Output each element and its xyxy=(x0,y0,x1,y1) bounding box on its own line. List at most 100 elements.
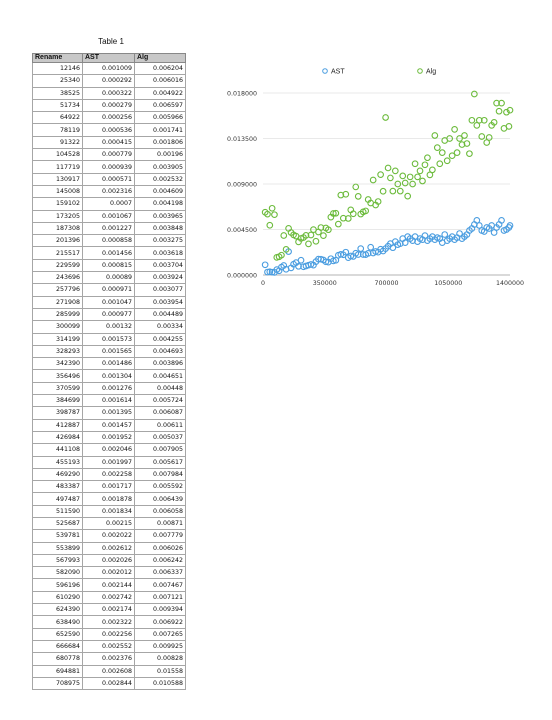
cell-rename[interactable]: 553899 xyxy=(32,541,83,555)
data-point-alg xyxy=(429,166,436,174)
data-point-alg xyxy=(305,240,312,248)
legend-label-ast: AST xyxy=(331,69,345,76)
cell-ast[interactable]: 0.002316 xyxy=(82,184,135,199)
table-row: 469290 0.002258 0.007984 xyxy=(32,467,186,482)
cell-alg[interactable]: 0.001806 xyxy=(134,135,186,150)
table-row: 25340 0.000292 0.006016 xyxy=(32,74,186,88)
cell-alg[interactable]: 0.007121 xyxy=(134,590,186,605)
cell-alg[interactable]: 0.002532 xyxy=(134,172,186,186)
cell-ast[interactable]: 0.002376 xyxy=(82,652,135,666)
cell-ast[interactable]: 0.000779 xyxy=(82,148,135,162)
data-point-alg xyxy=(471,90,478,98)
table-row: 12146 0.001009 0.006204 xyxy=(32,61,186,76)
cell-rename[interactable]: 638490 xyxy=(32,615,83,629)
cell-ast[interactable]: 0.00215 xyxy=(82,516,135,531)
data-point-alg xyxy=(438,149,446,157)
cell-alg[interactable]: 0.00828 xyxy=(134,652,186,666)
data-point-alg xyxy=(389,187,397,195)
cell-ast[interactable]: 0.000939 xyxy=(82,160,135,174)
cell-alg[interactable]: 0.003905 xyxy=(134,160,186,174)
cell-alg[interactable]: 0.006337 xyxy=(134,566,186,580)
data-point-alg xyxy=(495,107,503,115)
table-row: 694881 0.002608 0.01558 xyxy=(32,664,186,678)
data-point-ast xyxy=(401,239,409,246)
cell-alg[interactable]: 0.009394 xyxy=(134,603,186,617)
cell-rename[interactable]: 511590 xyxy=(32,504,83,518)
cell-rename[interactable]: 567993 xyxy=(32,553,83,568)
cell-alg[interactable]: 0.01558 xyxy=(134,664,186,678)
data-point-alg xyxy=(480,116,488,124)
data-point-ast xyxy=(441,231,449,238)
cell-ast[interactable]: 0.002026 xyxy=(82,553,135,568)
table-row: 91322 0.000415 0.001806 xyxy=(32,135,186,150)
cell-alg[interactable]: 0.006058 xyxy=(134,504,186,518)
cell-alg[interactable]: 0.006922 xyxy=(134,615,186,629)
cell-alg[interactable]: 0.006026 xyxy=(134,541,186,555)
table-row: 173205 0.001067 0.003965 xyxy=(32,209,186,223)
data-point-alg xyxy=(339,214,347,222)
data-point-alg xyxy=(448,152,456,160)
data-point-ast xyxy=(297,256,305,264)
cell-alg[interactable]: 0.004198 xyxy=(134,197,186,211)
table-row: 708975 0.002844 0.010588 xyxy=(32,676,186,691)
cell-ast[interactable]: 0.002322 xyxy=(82,615,135,629)
cell-ast[interactable]: 0.002012 xyxy=(82,566,135,580)
data-point-alg xyxy=(377,171,384,178)
cell-rename[interactable]: 596196 xyxy=(32,578,83,592)
cell-rename[interactable]: 145008 xyxy=(32,184,83,199)
table-row: 201396 0.000858 0.003275 xyxy=(32,234,186,248)
data-point-ast xyxy=(347,252,355,260)
data-point-alg xyxy=(404,192,412,200)
cell-alg[interactable]: 0.010588 xyxy=(134,676,186,691)
cell-rename[interactable]: 91322 xyxy=(32,135,83,150)
cell-rename[interactable]: 78119 xyxy=(32,123,83,137)
cell-alg[interactable]: 0.007779 xyxy=(134,529,186,543)
data-point-alg xyxy=(478,133,486,140)
cell-alg[interactable]: 0.006242 xyxy=(134,553,186,568)
table-row: 159102 0.0007 0.004198 xyxy=(32,197,186,211)
table-row: 680778 0.002376 0.00828 xyxy=(32,652,186,666)
data-point-alg xyxy=(369,176,377,184)
table-row: 38525 0.000322 0.004922 xyxy=(32,86,186,100)
cell-rename[interactable]: 173205 xyxy=(32,209,83,223)
cell-ast[interactable]: 0.002552 xyxy=(82,639,135,654)
cell-alg[interactable]: 0.004609 xyxy=(134,184,186,199)
x-tick-label: 1050000 xyxy=(434,280,462,287)
cell-ast[interactable]: 0.002174 xyxy=(82,603,135,617)
data-point-ast xyxy=(342,248,350,256)
cell-rename[interactable]: 610290 xyxy=(32,590,83,605)
cell-ast[interactable]: 0.001067 xyxy=(82,209,135,223)
cell-rename[interactable]: 680778 xyxy=(32,652,83,666)
data-point-alg xyxy=(354,192,362,200)
data-point-alg xyxy=(431,132,439,139)
table-row: 356496 0.001304 0.004651 xyxy=(32,369,186,383)
legend-marker-ast xyxy=(322,68,328,74)
cell-rename[interactable]: 652590 xyxy=(32,627,83,641)
cell-alg[interactable]: 0.007265 xyxy=(134,627,186,641)
y-tick-label: 0.018000 xyxy=(227,91,257,98)
data-point-alg xyxy=(349,210,357,218)
table-row: 567993 0.002026 0.006242 xyxy=(32,553,186,568)
cell-alg[interactable]: 0.003965 xyxy=(134,209,186,223)
data-point-alg xyxy=(416,167,424,175)
table-row: 314199 0.001573 0.004255 xyxy=(32,332,186,346)
table-row: 243696 0.00089 0.003924 xyxy=(32,271,186,285)
legend-marker-alg xyxy=(417,68,423,74)
cell-alg[interactable]: 0.00871 xyxy=(134,516,186,531)
data-point-alg xyxy=(463,140,471,147)
cell-ast[interactable]: 0.002608 xyxy=(82,664,135,678)
data-point-alg xyxy=(344,215,352,222)
cell-alg[interactable]: 0.00196 xyxy=(134,148,186,162)
cell-alg[interactable]: 0.001741 xyxy=(134,123,186,137)
data-point-alg xyxy=(302,231,310,239)
data-point-alg xyxy=(278,251,285,259)
cell-alg[interactable]: 0.007467 xyxy=(134,578,186,592)
cell-ast[interactable]: 0.001834 xyxy=(82,504,135,518)
cell-ast[interactable]: 0.002022 xyxy=(82,529,135,543)
data-point-alg xyxy=(317,224,325,231)
cell-alg[interactable]: 0.003275 xyxy=(134,234,186,248)
cell-alg[interactable]: 0.003848 xyxy=(134,221,186,236)
cell-alg[interactable]: 0.009925 xyxy=(134,639,186,654)
table-row: 328293 0.001565 0.004693 xyxy=(32,344,186,359)
cell-rename[interactable]: 159102 xyxy=(32,197,83,211)
